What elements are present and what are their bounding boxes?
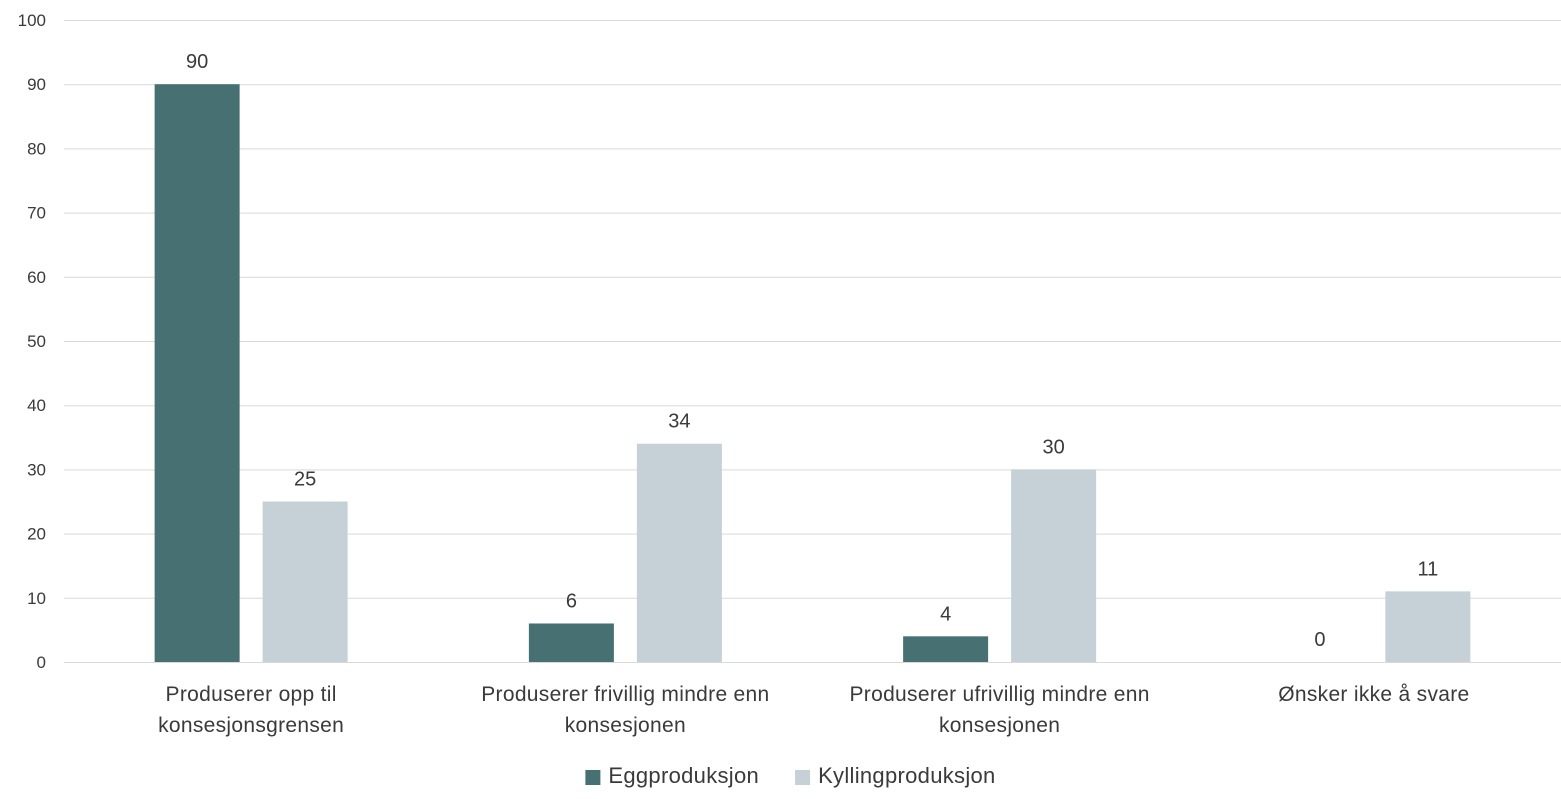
y-axis-ticks: 0 10 20 30 40 50 60 70 80 90 100 [18,11,46,672]
legend-item: Eggproduksjon [585,763,759,788]
x-axis-categories: Produserer opp til konsesjonsgrensen Produ… [158,683,1469,737]
data-labels: 90 25 6 34 4 30 0 11 [186,51,1438,651]
bar-kyllingproduksjon [1385,591,1471,662]
legend-swatch [585,770,601,785]
y-tick-label: 20 [27,525,46,544]
y-tick-label: 100 [18,11,46,30]
y-tick-label: 60 [27,268,46,287]
data-label: 4 [940,603,951,625]
legend-label: Eggproduksjon [608,763,759,788]
legend-item: Kyllingproduksjon [795,763,996,788]
y-tick-label: 50 [27,332,46,351]
bars [154,84,1471,662]
category-label: konsesjonsgrensen [158,714,344,737]
data-label: 25 [294,469,316,491]
y-tick-label: 30 [27,460,46,479]
data-label: 30 [1043,436,1065,458]
category-label: Ønsker ikke å svare [1278,683,1469,706]
y-tick-label: 90 [27,75,46,94]
category-label: konsesjonen [939,714,1060,737]
legend-swatch [795,770,811,785]
y-tick-label: 80 [27,139,46,158]
category-label: konsesjonen [565,714,686,737]
data-label: 90 [186,51,208,73]
bar-kyllingproduksjon [1011,469,1097,662]
bar-eggproduksjon [528,623,614,662]
y-tick-label: 0 [37,653,46,672]
bar-kyllingproduksjon [262,501,348,662]
category-label: Produserer opp til [166,683,337,706]
category-label: Produserer frivillig mindre enn [481,683,769,706]
bar-eggproduksjon [903,636,989,662]
y-tick-label: 10 [27,589,46,608]
data-label: 11 [1417,558,1438,580]
data-label: 6 [566,590,577,612]
bar-eggproduksjon [154,84,240,662]
data-label: 34 [668,411,690,433]
bar-kyllingproduksjon [636,443,722,662]
legend: Eggproduksjon Kyllingproduksjon [585,763,995,788]
category-label: Produserer ufrivillig mindre enn [850,683,1150,706]
data-label: 0 [1314,629,1325,651]
y-tick-label: 40 [27,396,46,415]
legend-label: Kyllingproduksjon [818,763,996,788]
y-tick-label: 70 [27,204,46,223]
